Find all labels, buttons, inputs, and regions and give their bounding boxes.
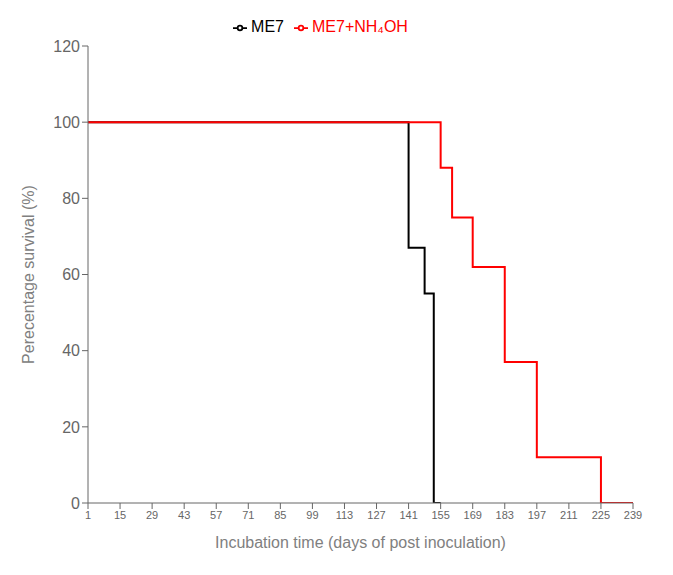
- svg-text:43: 43: [178, 509, 190, 521]
- svg-text:Incubation time (days of post: Incubation time (days of post inoculatio…: [215, 534, 506, 551]
- svg-text:71: 71: [242, 509, 254, 521]
- svg-text:29: 29: [146, 509, 158, 521]
- svg-text:40: 40: [62, 342, 80, 359]
- svg-text:197: 197: [528, 509, 546, 521]
- svg-text:0: 0: [71, 495, 80, 512]
- svg-text:1: 1: [85, 509, 91, 521]
- svg-text:113: 113: [336, 509, 354, 521]
- svg-text:225: 225: [592, 509, 610, 521]
- svg-text:211: 211: [560, 509, 578, 521]
- svg-text:100: 100: [53, 114, 80, 131]
- svg-text:141: 141: [399, 509, 417, 521]
- html-text:ME7: ME7: [251, 18, 284, 35]
- svg-text:60: 60: [62, 266, 80, 283]
- svg-text:85: 85: [274, 509, 286, 521]
- svg-text:183: 183: [496, 509, 514, 521]
- svg-text:127: 127: [367, 509, 385, 521]
- svg-text:120: 120: [53, 38, 80, 55]
- svg-text:57: 57: [210, 509, 222, 521]
- svg-text:169: 169: [464, 509, 482, 521]
- svg-text:155: 155: [431, 509, 449, 521]
- svg-text:99: 99: [306, 509, 318, 521]
- svg-text:20: 20: [62, 419, 80, 436]
- svg-text:80: 80: [62, 190, 80, 207]
- svg-text:15: 15: [114, 509, 126, 521]
- html-text:ME7+NH₄OH: ME7+NH₄OH: [312, 18, 408, 35]
- svg-text:Perecentage survival (%): Perecentage survival (%): [20, 185, 37, 364]
- svg-text:239: 239: [624, 509, 642, 521]
